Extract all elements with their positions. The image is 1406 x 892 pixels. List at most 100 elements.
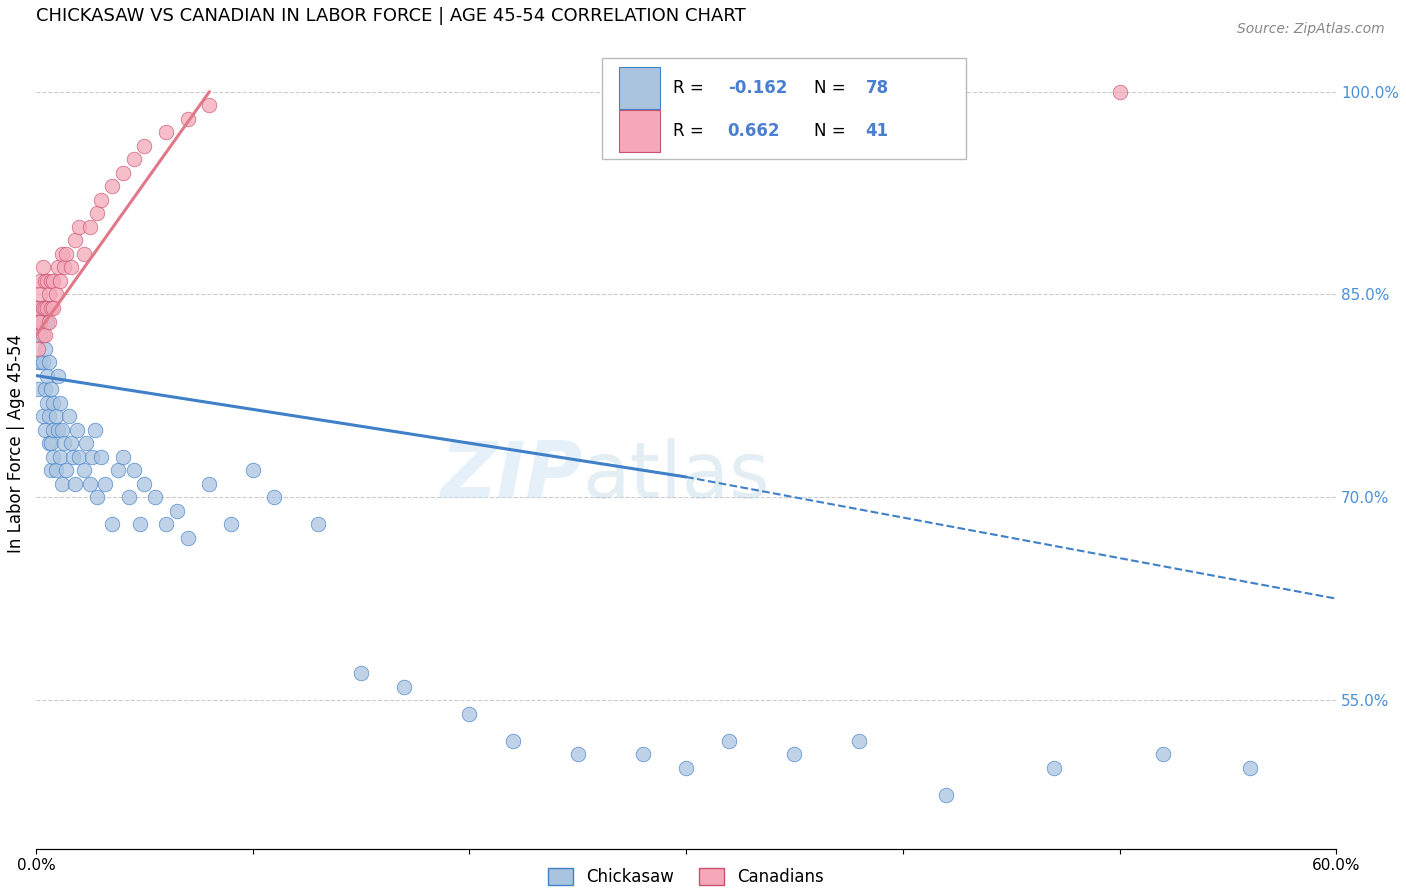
Point xyxy=(55,463,77,477)
Point xyxy=(34,342,56,356)
Point xyxy=(35,314,58,328)
Point xyxy=(1239,761,1261,775)
Point xyxy=(394,680,416,694)
Point xyxy=(67,450,90,464)
Point xyxy=(34,382,56,396)
Point xyxy=(122,153,145,167)
Point xyxy=(143,490,166,504)
Point xyxy=(82,450,104,464)
Point xyxy=(35,368,58,383)
Point xyxy=(101,517,124,532)
Point xyxy=(30,355,52,369)
Point xyxy=(1108,85,1130,99)
Point xyxy=(458,706,481,721)
Point xyxy=(34,274,56,288)
Point xyxy=(30,314,52,328)
Point xyxy=(27,342,49,356)
Point xyxy=(31,301,53,315)
Point xyxy=(307,517,329,532)
Point xyxy=(27,355,49,369)
Point xyxy=(35,301,58,315)
Point xyxy=(30,314,52,328)
Point xyxy=(45,409,67,424)
Point xyxy=(31,355,53,369)
Point xyxy=(51,476,73,491)
Point xyxy=(177,112,200,126)
Point xyxy=(38,355,60,369)
Point xyxy=(42,423,65,437)
Point xyxy=(122,463,145,477)
Point xyxy=(111,166,134,180)
Point xyxy=(30,328,52,343)
Point xyxy=(502,733,524,747)
Point xyxy=(39,274,62,288)
Point xyxy=(155,517,177,532)
Point xyxy=(67,219,90,234)
Point xyxy=(111,450,134,464)
Point xyxy=(63,234,86,248)
Point xyxy=(27,382,49,396)
Point xyxy=(39,436,62,450)
Point xyxy=(35,395,58,409)
Point xyxy=(242,463,264,477)
Point xyxy=(31,301,53,315)
Point xyxy=(39,382,62,396)
Point xyxy=(567,747,589,761)
Point xyxy=(101,179,124,194)
Legend: Chickasaw, Canadians: Chickasaw, Canadians xyxy=(541,862,831,892)
Point xyxy=(31,409,53,424)
Point xyxy=(177,531,200,545)
Text: R =: R = xyxy=(673,122,709,140)
Point xyxy=(350,665,373,680)
Point xyxy=(718,733,741,747)
Point xyxy=(263,490,285,504)
FancyBboxPatch shape xyxy=(619,110,661,152)
FancyBboxPatch shape xyxy=(602,58,966,160)
FancyBboxPatch shape xyxy=(619,67,661,109)
Point xyxy=(134,476,156,491)
Point xyxy=(27,314,49,328)
Point xyxy=(55,247,77,261)
Text: N =: N = xyxy=(814,78,851,97)
Point xyxy=(1152,747,1174,761)
Point xyxy=(31,328,53,343)
Point xyxy=(129,517,152,532)
Point xyxy=(675,761,697,775)
Point xyxy=(46,260,69,275)
Point xyxy=(49,450,72,464)
Point xyxy=(38,409,60,424)
Point xyxy=(94,476,117,491)
Point xyxy=(59,436,82,450)
Point xyxy=(53,260,76,275)
Point xyxy=(34,423,56,437)
Text: 78: 78 xyxy=(866,78,889,97)
Point xyxy=(79,476,101,491)
Point xyxy=(155,125,177,139)
Point xyxy=(75,436,97,450)
Point xyxy=(59,260,82,275)
Point xyxy=(219,517,242,532)
Point xyxy=(34,328,56,343)
Text: R =: R = xyxy=(673,78,709,97)
Point xyxy=(42,450,65,464)
Text: N =: N = xyxy=(814,122,851,140)
Point xyxy=(27,301,49,315)
Point xyxy=(46,423,69,437)
Point xyxy=(86,490,108,504)
Point xyxy=(53,436,76,450)
Text: Source: ZipAtlas.com: Source: ZipAtlas.com xyxy=(1237,22,1385,37)
Point xyxy=(198,98,221,112)
Point xyxy=(39,463,62,477)
Text: -0.162: -0.162 xyxy=(728,78,787,97)
Point xyxy=(31,260,53,275)
Point xyxy=(73,463,96,477)
Point xyxy=(66,423,89,437)
Point xyxy=(134,138,156,153)
Point xyxy=(90,193,112,207)
Point xyxy=(38,314,60,328)
Point xyxy=(631,747,654,761)
Point xyxy=(27,301,49,315)
Point xyxy=(848,733,870,747)
Text: atlas: atlas xyxy=(582,438,769,514)
Point xyxy=(62,450,84,464)
